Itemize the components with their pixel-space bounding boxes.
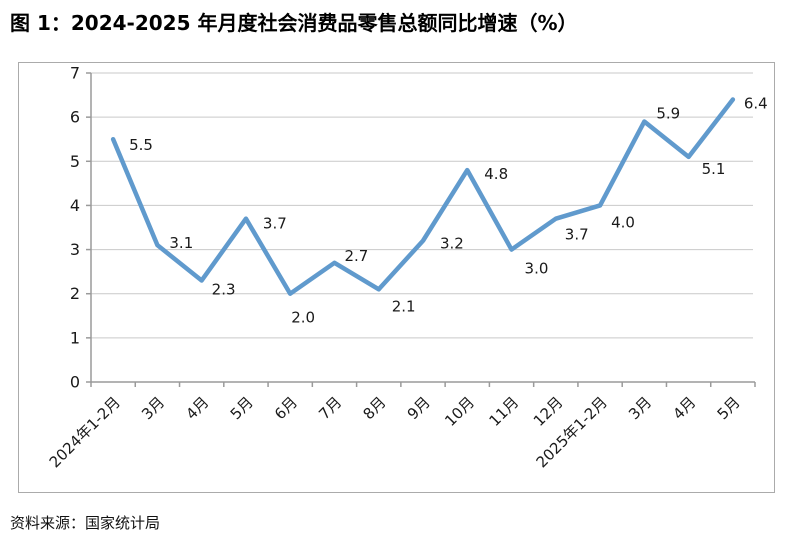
y-tick-label: 4 <box>70 196 80 215</box>
source-note: 资料来源：国家统计局 <box>10 514 161 532</box>
figure-title: 图 1：2024-2025 年月度社会消费品零售总额同比增速（%） <box>10 11 578 35</box>
x-tick-label: 4月 <box>669 393 699 423</box>
data-label: 3.2 <box>440 235 464 253</box>
data-label: 2.1 <box>392 297 416 315</box>
y-tick-label: 7 <box>70 64 80 83</box>
x-tick-label: 5月 <box>714 393 744 423</box>
data-label: 5.1 <box>702 160 726 178</box>
x-tick-label: 4月 <box>182 393 212 423</box>
series-line <box>110 97 736 296</box>
data-label: 4.0 <box>611 213 635 231</box>
y-tick-label: 5 <box>70 152 80 171</box>
x-tick-label: 10月 <box>441 393 478 430</box>
x-tick-label: 11月 <box>486 393 523 430</box>
x-tick-label: 9月 <box>404 393 434 423</box>
x-tick-label: 8月 <box>359 393 389 423</box>
x-tick-label: 6月 <box>271 393 301 423</box>
data-label: 5.5 <box>129 136 153 154</box>
data-label: 3.1 <box>169 234 193 252</box>
x-tick-label: 12月 <box>530 393 567 430</box>
line-chart: 0 1 2 3 4 5 6 7 2024年1-2月 3月 4月 5月 6月 7月 8月 9月 10月 11月 12月… <box>46 64 768 472</box>
data-label: 5.9 <box>656 105 680 123</box>
x-tick-label: 3月 <box>138 393 168 423</box>
data-label: 4.8 <box>484 165 508 183</box>
x-tick-label: 2024年1-2月 <box>46 393 124 471</box>
data-label: 6.4 <box>744 94 768 112</box>
data-label: 2.3 <box>212 280 236 298</box>
y-tick-label: 1 <box>70 328 80 347</box>
y-tick-label: 2 <box>70 284 80 303</box>
chart-frame: 0 1 2 3 4 5 6 7 2024年1-2月 3月 4月 5月 6月 7月 8月 9月 10月 11月 12月… <box>18 62 775 493</box>
data-label: 3.0 <box>525 260 549 278</box>
y-tick-label: 0 <box>70 373 80 392</box>
x-tick-label: 3月 <box>625 393 655 423</box>
data-label: 3.7 <box>565 226 589 244</box>
data-label: 2.7 <box>344 247 368 265</box>
data-label: 2.0 <box>291 309 315 327</box>
x-tick-label: 7月 <box>315 393 345 423</box>
data-label: 3.7 <box>263 215 287 233</box>
y-tick-label: 6 <box>70 108 80 127</box>
y-tick-label: 3 <box>70 240 80 259</box>
x-tick-label: 5月 <box>227 393 257 423</box>
